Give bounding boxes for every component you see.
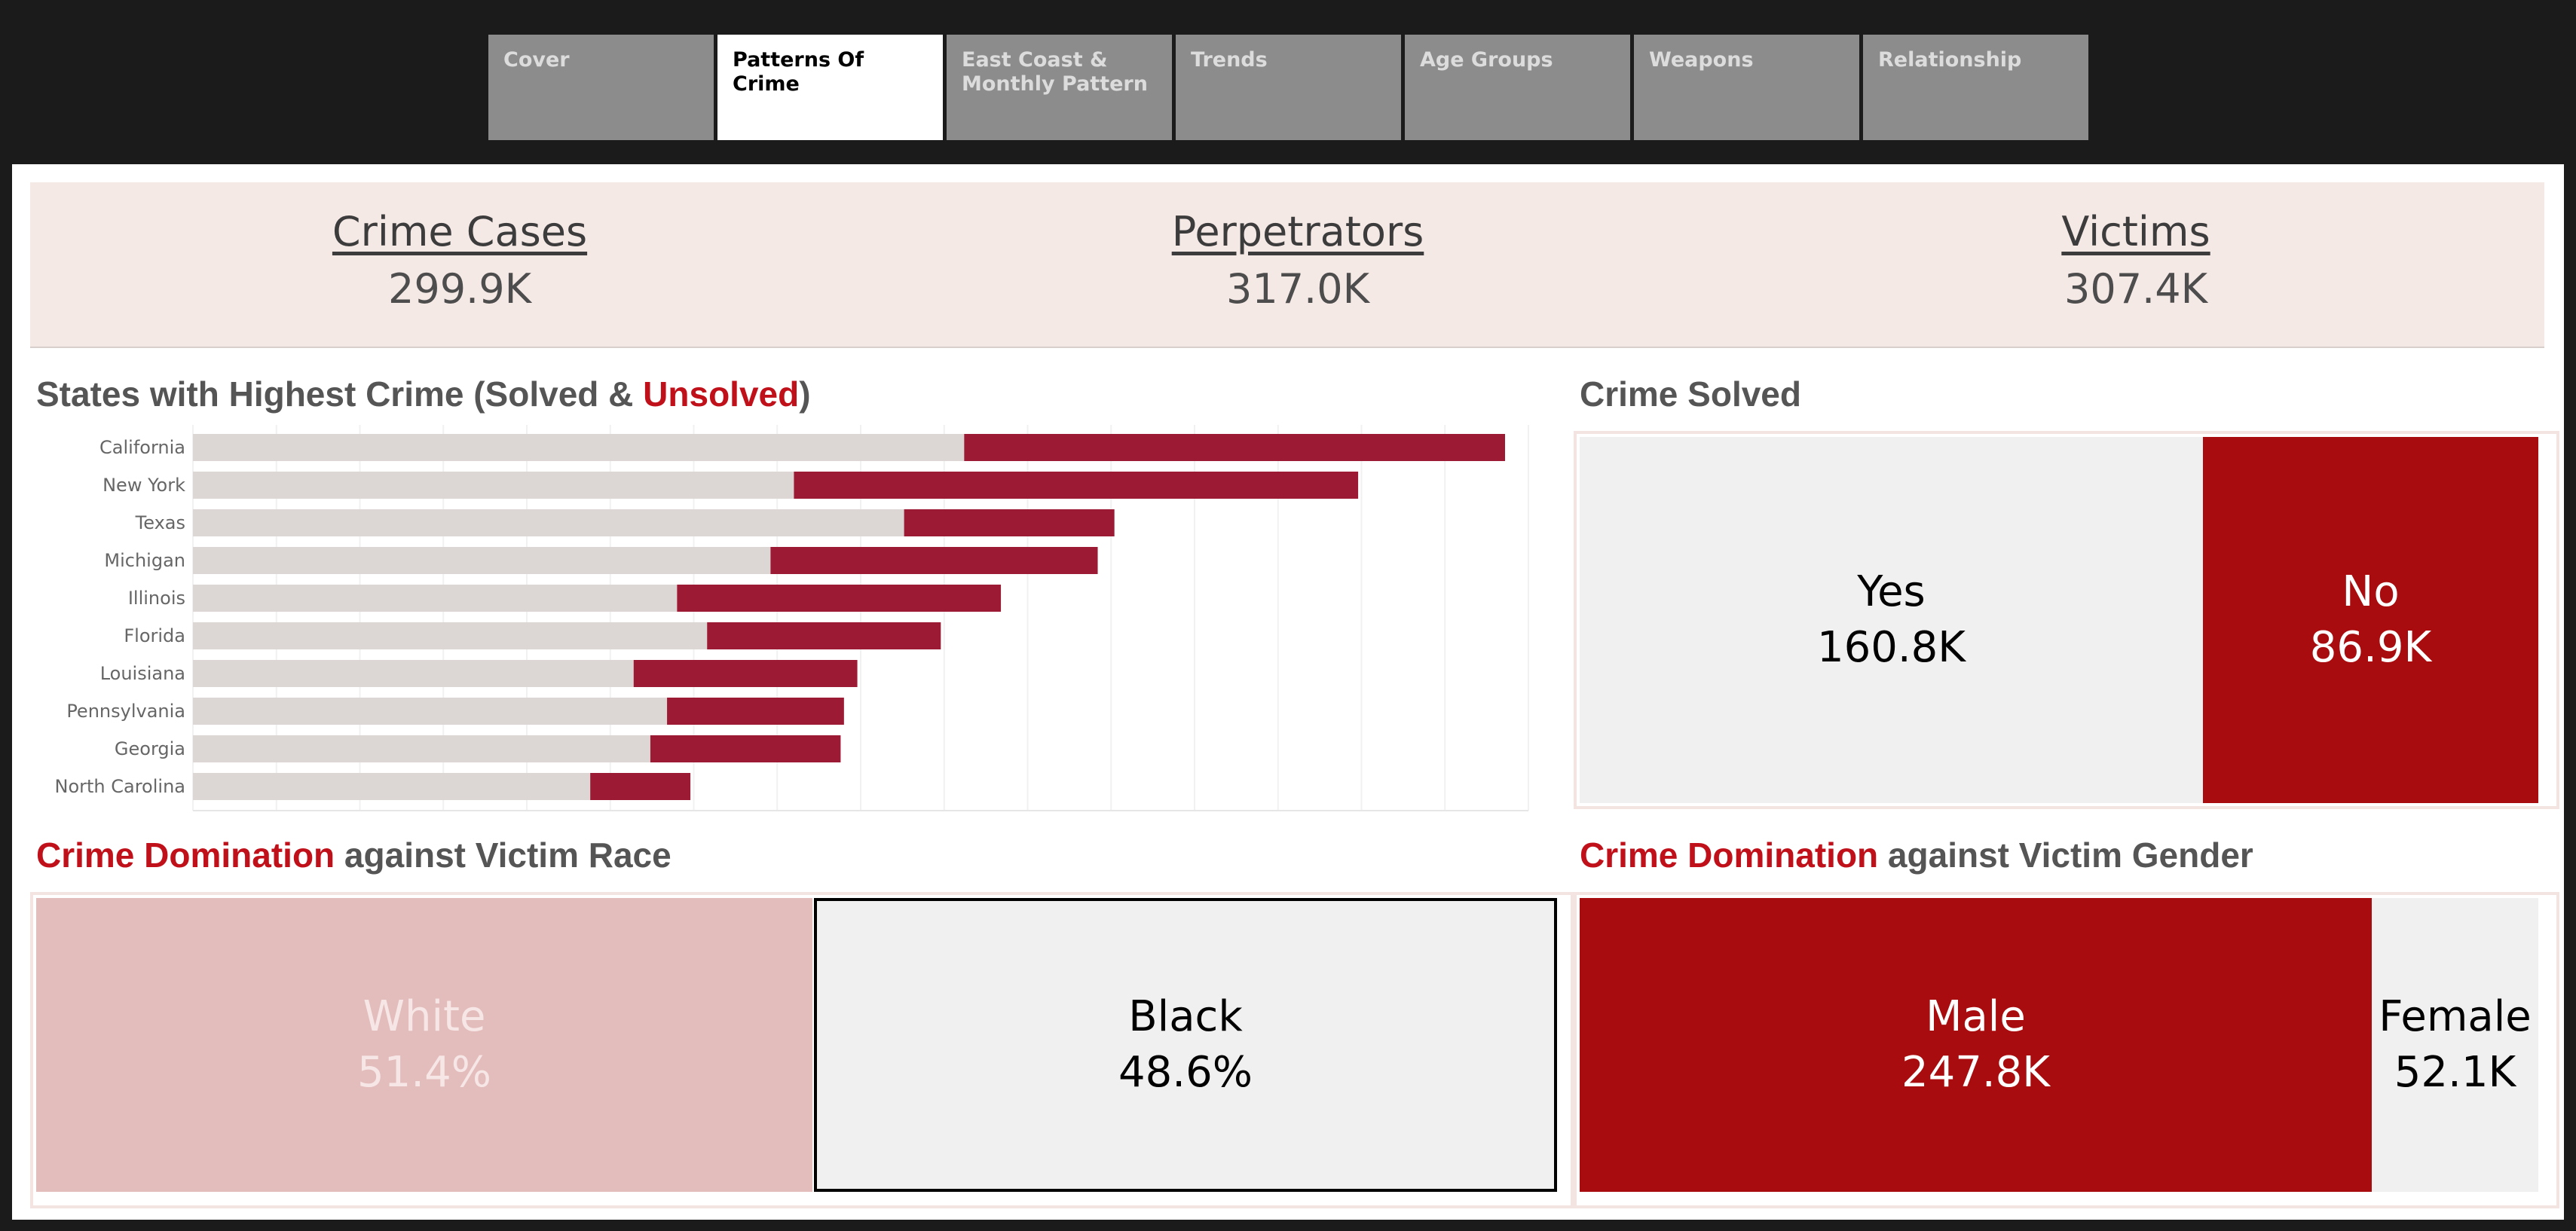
kpi-label[interactable]: Perpetrators — [1171, 208, 1424, 255]
tab-patterns-of-crime[interactable]: Patterns Of Crime — [717, 35, 943, 140]
tab-trends[interactable]: Trends — [1176, 35, 1401, 140]
dashboard-panel: Crime Cases 299.9K Perpetrators 317.0K V… — [12, 164, 2564, 1220]
bar-solved[interactable] — [193, 698, 668, 725]
bar-solved[interactable] — [193, 660, 634, 687]
states-title-accent: Unsolved — [643, 374, 800, 414]
kpi-value: 307.4K — [2064, 265, 2207, 313]
bar-solved[interactable] — [193, 622, 708, 649]
tab-weapons[interactable]: Weapons — [1634, 35, 1859, 140]
tile-value: 48.6% — [1118, 1048, 1253, 1097]
gender-female-tile[interactable]: Female 52.1K — [2372, 898, 2538, 1192]
race-title-rest: against Victim Race — [335, 835, 672, 875]
tab-age-groups[interactable]: Age Groups — [1405, 35, 1630, 140]
gender-title-rest: against Victim Gender — [1878, 835, 2253, 875]
bar-solved[interactable] — [193, 472, 794, 499]
bar-unsolved[interactable] — [904, 509, 1115, 536]
states-title-prefix: States with Highest Crime (Solved & — [36, 374, 644, 414]
bar-solved[interactable] — [193, 547, 771, 574]
tab-relationship[interactable]: Relationship — [1863, 35, 2088, 140]
bar-unsolved[interactable] — [633, 660, 858, 687]
race-black-tile[interactable]: Black 48.6% — [814, 898, 1557, 1192]
bar-unsolved[interactable] — [707, 622, 941, 649]
bar-solved[interactable] — [193, 509, 904, 536]
tile-label: White — [363, 992, 486, 1041]
gender-title-accent: Crime Domination — [1580, 835, 1879, 875]
category-label: Florida — [124, 625, 185, 646]
bar-solved[interactable] — [193, 585, 678, 612]
tile-value: 247.8K — [1901, 1048, 2051, 1097]
bar-solved[interactable] — [193, 735, 650, 762]
category-label: Texas — [135, 512, 185, 533]
tile-label: Male — [1926, 992, 2026, 1041]
category-label: North Carolina — [55, 776, 186, 797]
bar-unsolved[interactable] — [677, 585, 1002, 612]
bar-unsolved[interactable] — [667, 698, 844, 725]
category-label: Louisiana — [100, 663, 185, 684]
bar-unsolved[interactable] — [590, 773, 691, 800]
bar-solved[interactable] — [193, 434, 965, 461]
tab-east-coast-monthly-pattern[interactable]: East Coast & Monthly Pattern — [947, 35, 1172, 140]
bar-unsolved[interactable] — [794, 472, 1359, 499]
tile-label: Black — [1128, 992, 1243, 1041]
kpi-band: Crime Cases 299.9K Perpetrators 317.0K V… — [30, 182, 2544, 348]
dashboard-tab-bar: Cover Patterns Of Crime East Coast & Mon… — [488, 35, 2090, 140]
category-label: Georgia — [115, 738, 185, 759]
category-label-layer: California New York Texas Michigan Illinois F… — [55, 437, 186, 797]
tab-cover[interactable]: Cover — [488, 35, 714, 140]
states-bar-chart: California New York Texas Michigan Illinois F… — [55, 425, 1529, 811]
solved-no-tile[interactable]: No 86.9K — [2203, 437, 2538, 803]
bar-unsolved[interactable] — [770, 547, 1098, 574]
category-label: Michigan — [104, 550, 185, 571]
solved-yes-tile[interactable]: Yes 160.8K — [1580, 437, 2203, 803]
bar-unsolved[interactable] — [650, 735, 841, 762]
tile-value: 51.4% — [357, 1048, 491, 1097]
race-chart-title: Crime Domination against Victim Race — [36, 835, 672, 875]
tile-label: Female — [2379, 992, 2532, 1041]
tile-label: Yes — [1857, 567, 1926, 616]
crime-solved-frame — [1574, 431, 2559, 809]
category-label: New York — [102, 475, 185, 496]
race-title-accent: Crime Domination — [36, 835, 335, 875]
tile-value: 160.8K — [1816, 623, 1966, 672]
category-label: Pennsylvania — [66, 701, 185, 722]
states-chart-title: States with Highest Crime (Solved & Unso… — [36, 374, 811, 414]
gender-frame — [1574, 892, 2559, 1208]
kpi-crime-cases: Crime Cases 299.9K — [234, 208, 686, 316]
gender-chart-title: Crime Domination against Victim Gender — [1580, 835, 2253, 875]
race-frame — [30, 892, 1574, 1208]
tile-label: No — [2342, 567, 2400, 616]
bar-unsolved[interactable] — [964, 434, 1505, 461]
kpi-perpetrators: Perpetrators 317.0K — [1072, 208, 1524, 316]
kpi-label[interactable]: Crime Cases — [332, 208, 588, 255]
kpi-value: 317.0K — [1225, 265, 1369, 313]
tile-value: 52.1K — [2394, 1048, 2516, 1097]
category-label: Illinois — [128, 588, 185, 609]
race-white-tile[interactable]: White 51.4% — [36, 898, 812, 1192]
bar-solved[interactable] — [193, 773, 591, 800]
kpi-victims: Victims 307.4K — [1910, 208, 2362, 316]
category-label: California — [99, 437, 185, 458]
bar-layer — [193, 434, 1505, 800]
kpi-value: 299.9K — [387, 265, 531, 313]
crime-solved-title: Crime Solved — [1580, 374, 1801, 414]
gender-male-tile[interactable]: Male 247.8K — [1580, 898, 2372, 1192]
states-title-suffix: ) — [799, 374, 811, 414]
kpi-label[interactable]: Victims — [2061, 208, 2210, 255]
tile-value: 86.9K — [2309, 623, 2432, 672]
